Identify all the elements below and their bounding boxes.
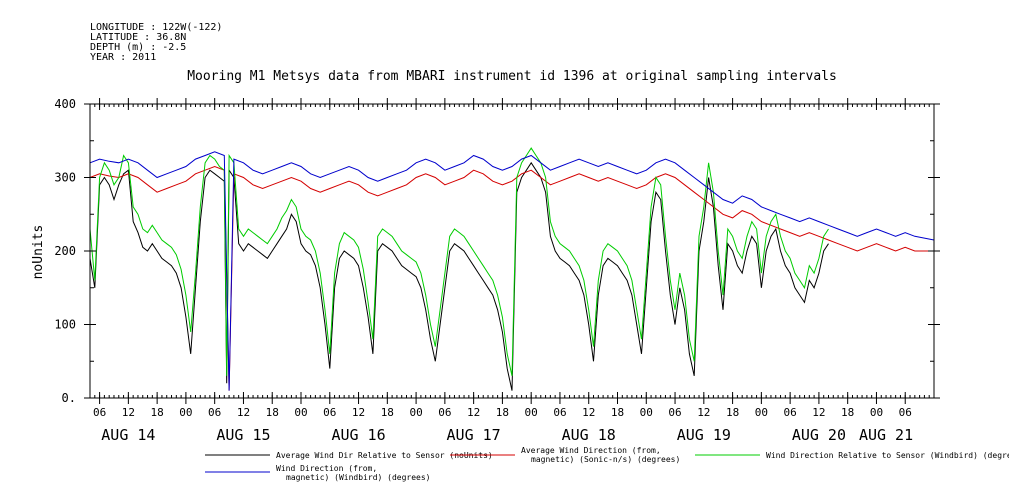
x-tick-label: 12	[697, 406, 710, 419]
x-tick-label: 00	[755, 406, 768, 419]
x-tick-label: 06	[438, 406, 451, 419]
x-tick-label: 18	[726, 406, 739, 419]
x-tick-label: 06	[93, 406, 106, 419]
depth-label: DEPTH (m) : -2.5	[90, 42, 186, 53]
legend-label-3: Wind Direction Relative to Sensor (Windb…	[766, 451, 1009, 460]
legend-label-2: Average Wind Direction (from,	[521, 446, 661, 455]
y-tick-label: 200	[54, 244, 76, 258]
legend-label-4: Wind Direction (from,	[276, 464, 377, 473]
x-tick-label: 06	[668, 406, 681, 419]
x-day-label: AUG 16	[331, 426, 385, 444]
x-day-label: AUG 14	[101, 426, 155, 444]
year-label: YEAR : 2011	[90, 52, 156, 63]
x-tick-label: 06	[208, 406, 221, 419]
legend: Average Wind Dir Relative to Sensor (noU…	[205, 446, 1009, 482]
x-tick-label: 00	[640, 406, 653, 419]
x-tick-label: 12	[467, 406, 480, 419]
x-tick-label: 12	[582, 406, 595, 419]
y-axis-label: noUnits	[31, 225, 46, 280]
x-day-label: AUG 19	[677, 426, 731, 444]
x-tick-label: 00	[179, 406, 192, 419]
x-tick-label: 18	[266, 406, 279, 419]
x-tick-label: 06	[784, 406, 797, 419]
x-tick-label: 00	[409, 406, 422, 419]
x-tick-label: 12	[122, 406, 135, 419]
y-tick-label: 100	[54, 318, 76, 332]
series-line-1	[89, 161, 829, 391]
x-day-label: AUG 18	[562, 426, 616, 444]
legend-label-2-line2: magnetic) (Sonic-n/s) (degrees)	[531, 455, 680, 464]
x-tick-label: 00	[870, 406, 883, 419]
y-tick-label: 0.	[62, 391, 76, 405]
plot-axes: 0. 100 200 300 400 06 12 18 00 06 12 18 00 06 12 18 00 06…	[54, 97, 940, 444]
x-tick-label: 00	[294, 406, 307, 419]
x-day-label: AUG 15	[216, 426, 270, 444]
x-tick-label: 18	[381, 406, 394, 419]
plot-series	[89, 147, 935, 391]
x-tick-label: 18	[151, 406, 164, 419]
y-tick-label: 400	[54, 97, 76, 111]
plot-frame	[89, 103, 935, 399]
x-tick-label: 06	[899, 406, 912, 419]
x-day-label: AUG 17	[447, 426, 501, 444]
x-tick-label: 18	[496, 406, 509, 419]
legend-label-4-line2: magnetic) (Windbird) (degrees)	[286, 473, 431, 482]
chart-title: Mooring M1 Metsys data from MBARI instru…	[187, 69, 837, 84]
x-day-label: AUG 21	[859, 426, 913, 444]
x-tick-label: 12	[237, 406, 250, 419]
series-line-3	[89, 147, 829, 377]
x-day-label: AUG 20	[792, 426, 846, 444]
x-tick-label: 00	[525, 406, 538, 419]
y-tick-label: 300	[54, 171, 76, 185]
x-tick-label: 06	[323, 406, 336, 419]
longitude-label: LONGITUDE : 122W(-122)	[90, 22, 222, 33]
x-tick-label: 06	[553, 406, 566, 419]
series-line-4	[89, 151, 935, 391]
latitude-label: LATITUDE : 36.8N	[90, 32, 186, 43]
x-tick-label: 12	[812, 406, 825, 419]
x-tick-label: 18	[841, 406, 854, 419]
legend-label-1: Average Wind Dir Relative to Sensor (noU…	[276, 451, 493, 460]
x-tick-label: 12	[352, 406, 365, 419]
x-tick-label: 18	[611, 406, 624, 419]
